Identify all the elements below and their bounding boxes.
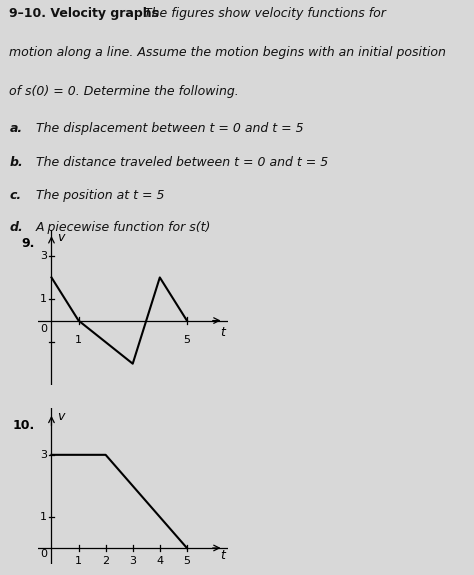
Text: a.: a. <box>9 122 23 135</box>
Text: v: v <box>57 231 64 244</box>
Text: 1: 1 <box>40 294 47 304</box>
Text: 9.: 9. <box>22 237 35 250</box>
Text: 3: 3 <box>40 251 47 261</box>
Text: 0: 0 <box>40 549 47 559</box>
Text: 3: 3 <box>40 450 47 460</box>
Text: 2: 2 <box>102 556 109 566</box>
Text: c.: c. <box>9 189 22 202</box>
Text: A piecewise function for s(t): A piecewise function for s(t) <box>36 221 211 234</box>
Text: The distance traveled between t = 0 and t = 5: The distance traveled between t = 0 and … <box>36 156 328 170</box>
Text: The figures show velocity functions for: The figures show velocity functions for <box>140 7 386 20</box>
Text: d.: d. <box>9 221 23 234</box>
Text: 1: 1 <box>75 556 82 566</box>
Text: v: v <box>57 410 64 423</box>
Text: The position at t = 5: The position at t = 5 <box>36 189 164 202</box>
Text: 5: 5 <box>183 556 191 566</box>
Text: t: t <box>220 549 225 562</box>
Text: The displacement between t = 0 and t = 5: The displacement between t = 0 and t = 5 <box>36 122 303 135</box>
Text: 9–10. Velocity graphs: 9–10. Velocity graphs <box>9 7 159 20</box>
Text: 10.: 10. <box>13 419 35 432</box>
Text: t: t <box>220 325 225 339</box>
Text: b.: b. <box>9 156 23 170</box>
Text: motion along a line. Assume the motion begins with an initial position: motion along a line. Assume the motion b… <box>9 46 447 59</box>
Text: 1: 1 <box>40 512 47 522</box>
Text: 4: 4 <box>156 556 164 566</box>
Text: of s(0) = 0. Determine the following.: of s(0) = 0. Determine the following. <box>9 85 239 98</box>
Text: 5: 5 <box>183 335 191 344</box>
Text: 1: 1 <box>75 335 82 344</box>
Text: 0: 0 <box>40 324 47 334</box>
Text: 3: 3 <box>129 556 136 566</box>
